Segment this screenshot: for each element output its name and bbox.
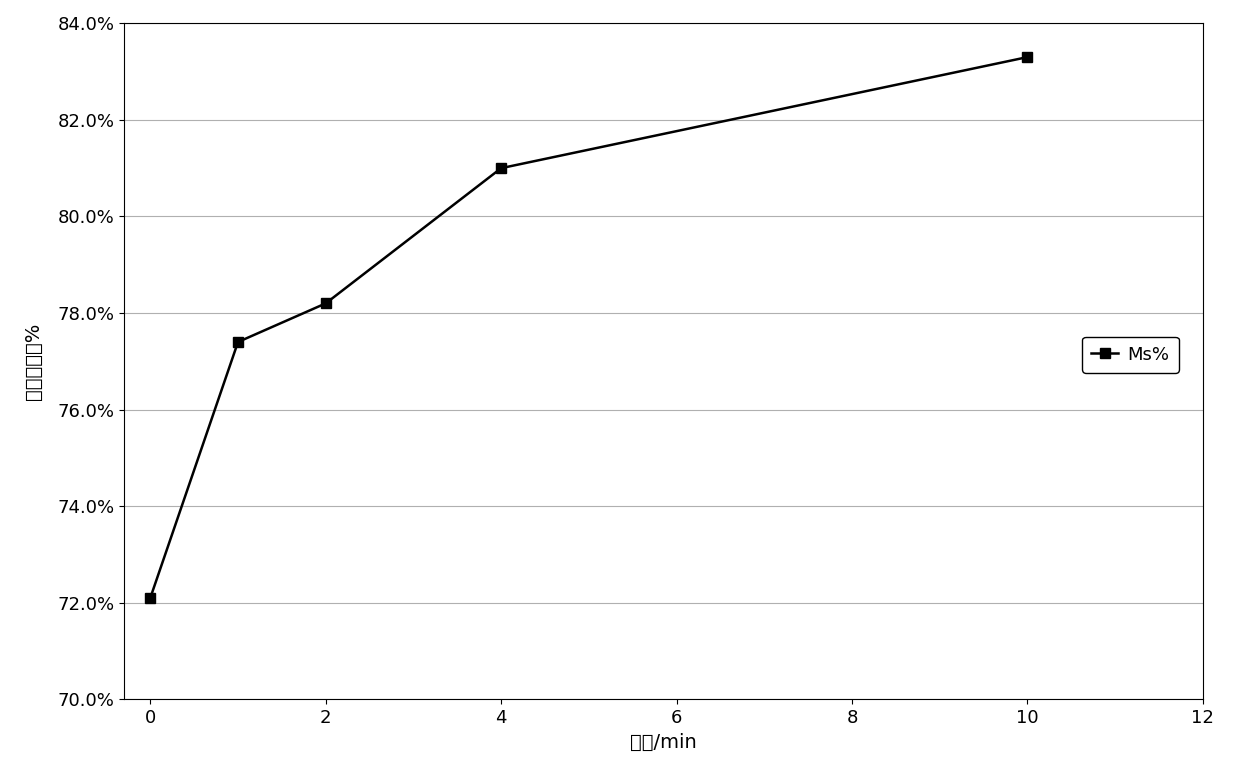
Ms% <box>494 163 508 172</box>
Ms% <box>1021 52 1035 61</box>
Line: Ms%: Ms% <box>145 52 1032 603</box>
Ms% <box>319 298 334 308</box>
X-axis label: 时间/min: 时间/min <box>630 733 697 751</box>
Ms% <box>143 593 157 602</box>
Legend: Ms%: Ms% <box>1083 336 1178 373</box>
Y-axis label: 相对磁饱和%: 相对磁饱和% <box>25 322 43 400</box>
Ms% <box>231 337 246 347</box>
